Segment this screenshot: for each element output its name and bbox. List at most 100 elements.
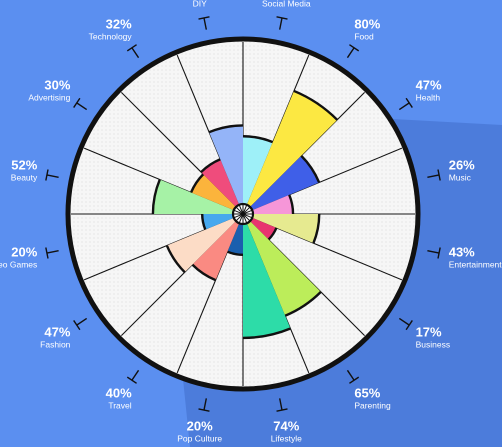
bar-beauty bbox=[152, 179, 234, 214]
bar-edge bbox=[242, 135, 274, 144]
label-tick bbox=[278, 398, 283, 411]
bar-edge bbox=[312, 213, 321, 244]
label-tick-cap bbox=[437, 247, 441, 259]
bar-edge bbox=[200, 158, 221, 173]
center-layer bbox=[231, 202, 255, 226]
category-label: Video Games bbox=[0, 259, 37, 269]
label-tick-cap bbox=[126, 44, 137, 52]
bar-business bbox=[250, 217, 277, 240]
label-tick-cap bbox=[405, 97, 413, 108]
category-label: Music bbox=[449, 173, 472, 183]
value-label: 43% bbox=[449, 244, 475, 259]
bars-layer bbox=[151, 89, 339, 340]
label-tick bbox=[131, 47, 140, 59]
value-label: 32% bbox=[106, 16, 132, 31]
bar-edge bbox=[242, 327, 291, 340]
bar-fashion bbox=[166, 217, 236, 273]
bar-parenting bbox=[246, 221, 321, 316]
label-tick-cap bbox=[405, 320, 413, 331]
label-tick-cap bbox=[73, 320, 81, 331]
label-tick-cap bbox=[45, 247, 49, 259]
label-tick bbox=[46, 249, 59, 254]
label-tick bbox=[46, 174, 59, 179]
bar-technology bbox=[201, 159, 240, 207]
category-label: Beauty bbox=[11, 173, 38, 183]
category-label: Entertainment bbox=[449, 259, 502, 269]
label-tick bbox=[346, 369, 355, 381]
category-label: Business bbox=[416, 339, 451, 349]
bar-food bbox=[246, 90, 338, 207]
label-tick bbox=[427, 174, 440, 179]
category-label: Travel bbox=[108, 401, 131, 411]
value-label: 20% bbox=[187, 419, 213, 434]
category-label: DIY bbox=[193, 0, 208, 8]
label-tick bbox=[203, 398, 208, 411]
category-label: Technology bbox=[89, 31, 133, 41]
value-label: 26% bbox=[449, 158, 475, 173]
bar-edge bbox=[288, 194, 295, 215]
bar-edge bbox=[300, 154, 321, 183]
bar-travel bbox=[192, 221, 240, 281]
label-tick bbox=[131, 369, 140, 381]
category-label: Food bbox=[354, 31, 374, 41]
label-tick-cap bbox=[349, 44, 360, 52]
label-tick-cap bbox=[198, 408, 210, 412]
bar-edge bbox=[226, 250, 244, 256]
bar-edge bbox=[284, 291, 322, 317]
value-label: 47% bbox=[44, 324, 70, 339]
bar-edge bbox=[208, 124, 244, 134]
label-tick bbox=[427, 249, 440, 254]
value-label: 20% bbox=[11, 244, 37, 259]
bar-edge bbox=[189, 173, 205, 193]
category-label: Social Media bbox=[262, 0, 311, 8]
bar-edge bbox=[165, 245, 186, 274]
value-label: 40% bbox=[106, 386, 132, 401]
category-label: Parenting bbox=[354, 401, 391, 411]
bar-edge bbox=[151, 179, 161, 215]
bar-health bbox=[250, 155, 320, 211]
label-tick bbox=[278, 17, 283, 30]
label-tick-cap bbox=[198, 16, 210, 20]
value-label: 17% bbox=[416, 324, 442, 339]
value-label: 30% bbox=[44, 78, 70, 93]
bar-music bbox=[252, 194, 294, 214]
category-label: Lifestyle bbox=[271, 434, 302, 444]
value-label: 47% bbox=[416, 78, 442, 93]
label-tick-cap bbox=[276, 16, 288, 20]
label-tick bbox=[346, 47, 355, 59]
label-tick-cap bbox=[349, 376, 360, 384]
bar-lifestyle bbox=[243, 223, 291, 338]
value-label: 52% bbox=[11, 158, 37, 173]
label-tick-cap bbox=[437, 169, 441, 181]
label-tick bbox=[76, 102, 88, 111]
label-tick-cap bbox=[126, 376, 137, 384]
label-tick bbox=[203, 17, 208, 30]
value-label: 74% bbox=[273, 419, 299, 434]
label-tick bbox=[398, 102, 410, 111]
bar-entertainment bbox=[252, 214, 320, 244]
bar-diy bbox=[209, 125, 243, 205]
label-tick-cap bbox=[45, 169, 49, 181]
category-label: Pop Culture bbox=[177, 434, 222, 444]
bar-video-games bbox=[202, 214, 234, 230]
category-label: Health bbox=[416, 93, 441, 103]
label-tick bbox=[76, 317, 88, 326]
bar-social-media bbox=[243, 136, 273, 205]
bar-edge bbox=[201, 213, 207, 231]
label-tick bbox=[398, 317, 410, 326]
hub-spoke bbox=[238, 204, 248, 224]
value-label: 65% bbox=[354, 386, 380, 401]
value-label: 80% bbox=[354, 16, 380, 31]
bar-edge bbox=[267, 227, 278, 241]
category-label: Fashion bbox=[40, 339, 71, 349]
bar-edge bbox=[293, 89, 339, 121]
bar-pop-culture bbox=[227, 223, 243, 255]
category-label: Advertising bbox=[28, 93, 70, 103]
bar-advertising bbox=[191, 174, 236, 211]
label-tick-cap bbox=[73, 97, 81, 108]
bar-edge bbox=[191, 263, 217, 282]
label-tick-cap bbox=[276, 408, 288, 412]
